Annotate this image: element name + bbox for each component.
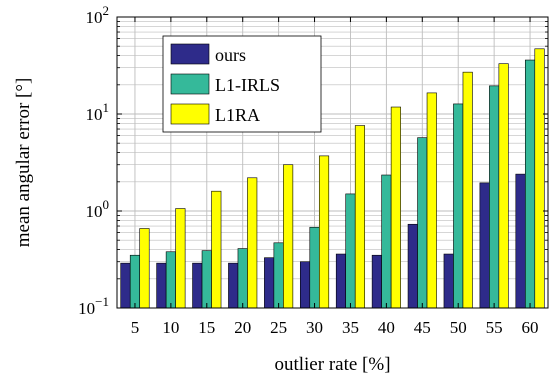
y-tick-label: 100: [86, 197, 110, 221]
bar: [139, 228, 150, 309]
bar: [426, 92, 437, 309]
x-tick-label: 5: [131, 318, 140, 337]
y-tick-base: 10: [78, 299, 95, 318]
bars: [120, 48, 545, 309]
x-tick-label: 15: [198, 318, 215, 337]
bar: [273, 242, 284, 309]
x-tick-label: 60: [522, 318, 539, 337]
bar: [335, 253, 347, 309]
x-tick-label: 25: [270, 318, 287, 337]
x-tick-label: 45: [414, 318, 431, 337]
y-tick-label: 10−1: [78, 294, 109, 318]
bar: [462, 71, 473, 309]
x-tick-label: 55: [486, 318, 503, 337]
x-tick-label: 10: [162, 318, 179, 337]
bar: [283, 164, 294, 309]
y-tick-label: 101: [86, 100, 110, 124]
y-tick-base: 10: [86, 202, 103, 221]
bar: [390, 106, 401, 309]
bar: [417, 137, 428, 309]
bar: [228, 262, 239, 309]
y-tick-exponent: −1: [95, 294, 109, 309]
x-axis-label: outlier rate [%]: [274, 354, 390, 375]
bar: [247, 177, 258, 309]
x-tick-label: 30: [306, 318, 323, 337]
bar: [354, 125, 366, 309]
bar: [479, 182, 490, 309]
y-tick-base: 10: [86, 105, 103, 124]
bar: [345, 193, 356, 309]
bar: [524, 59, 536, 309]
bar: [120, 262, 131, 309]
bar: [318, 155, 330, 309]
legend-swatch: [170, 73, 210, 95]
y-tick-exponent: 1: [103, 100, 110, 115]
legend-swatch: [170, 43, 210, 65]
bar: [299, 261, 311, 309]
axis-ticks: [117, 17, 548, 309]
legend: ours L1-IRLS L1RA: [162, 35, 322, 133]
legend-label: ours: [215, 45, 246, 65]
y-tick-exponent: 0: [103, 197, 110, 212]
y-tick-exponent: 2: [103, 3, 110, 18]
bar: [165, 251, 176, 309]
bar: [175, 208, 186, 309]
bar: [129, 254, 141, 309]
bar: [515, 173, 526, 309]
y-tick-label: 102: [86, 3, 110, 27]
bar: [498, 63, 509, 309]
legend-label: L1-IRLS: [215, 75, 280, 95]
legend-swatch: [170, 103, 210, 125]
bar: [407, 223, 418, 309]
y-tick-base: 10: [86, 8, 103, 27]
bar: [237, 248, 248, 309]
bar: [201, 250, 212, 309]
bar: [489, 85, 500, 309]
bar: [534, 48, 545, 309]
plot-frame: [116, 16, 549, 309]
bar: [192, 262, 203, 309]
bar: [211, 190, 222, 309]
bar: [453, 103, 464, 309]
y-axis-label: mean angular error [°]: [13, 78, 34, 248]
bar: [264, 257, 275, 309]
x-tick-label: 35: [342, 318, 359, 337]
x-tick-label: 50: [450, 318, 467, 337]
bar: [156, 262, 167, 309]
bar: [309, 226, 320, 309]
legend-label: L1RA: [215, 105, 260, 125]
bar: [371, 254, 382, 309]
x-tick-label: 20: [234, 318, 251, 337]
bar: [443, 253, 454, 309]
bar: [381, 174, 392, 309]
x-tick-label: 40: [378, 318, 395, 337]
